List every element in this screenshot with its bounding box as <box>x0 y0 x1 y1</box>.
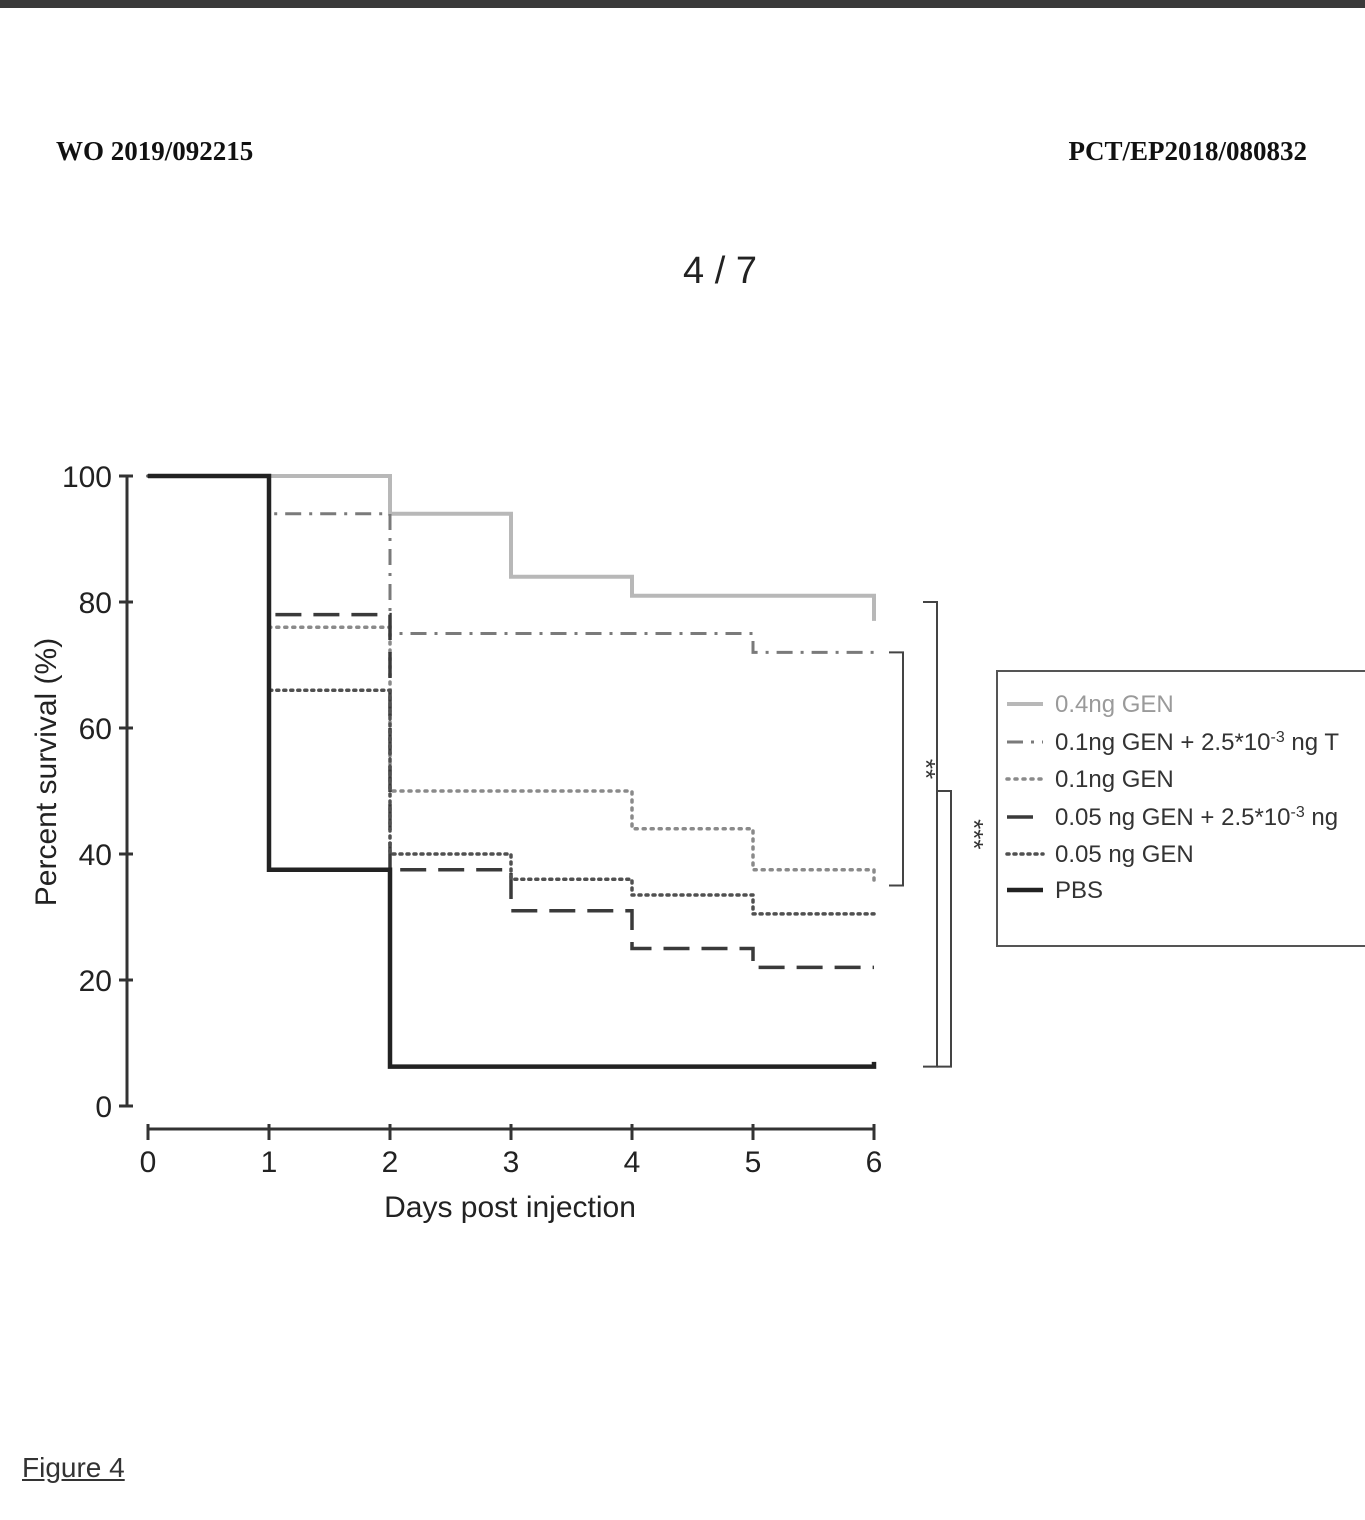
top-bar <box>0 0 1365 8</box>
legend-box <box>996 670 1365 947</box>
x-tick-label: 6 <box>866 1146 883 1179</box>
legend-entry: 0.05 ng GEN + 2.5*10-3 ng <box>1055 804 1338 832</box>
significance-bracket <box>923 601 938 1068</box>
x-tick-label: 3 <box>503 1146 520 1179</box>
legend-entry: 0.1ng GEN <box>1055 766 1174 793</box>
y-tick-label: 0 <box>95 1091 112 1124</box>
legend-entry: 0.1ng GEN + 2.5*10-3 ng T <box>1055 729 1339 757</box>
chart-legend: 0.4ng GEN 0.1ng GEN + 2.5*10-3 ng T 0.1ng … <box>996 670 1365 947</box>
series-line-6 <box>148 473 877 1069</box>
y-tick-label: 20 <box>79 965 112 998</box>
significance-label: *** <box>959 819 989 849</box>
x-tick-label: 0 <box>140 1146 157 1179</box>
significance-bracket-outer <box>937 790 952 1068</box>
figure-caption: Figure 4 <box>22 1452 125 1483</box>
x-tick-label: 5 <box>745 1146 762 1179</box>
x-tick-label: 1 <box>261 1146 278 1179</box>
publication-number: WO 2019/092215 <box>56 136 254 166</box>
x-tick-label: 2 <box>382 1146 399 1179</box>
chart-series <box>146 473 877 1069</box>
series-line-2 <box>148 474 874 654</box>
chart-annotations: ***** <box>889 601 989 1068</box>
page-number: 4 / 7 <box>683 250 757 292</box>
application-number: PCT/EP2018/080832 <box>1068 136 1307 166</box>
significance-label: ** <box>911 759 941 779</box>
legend-entry: PBS <box>1055 877 1103 904</box>
y-tick-label: 100 <box>62 461 112 494</box>
legend-entry: 0.4ng GEN <box>1055 691 1174 718</box>
x-axis-label: Days post injection <box>384 1191 636 1224</box>
chart-axes: 0 20 40 60 80 100 0 1 2 3 4 5 6 Days post injection Pe… <box>30 461 882 1224</box>
y-tick-label: 80 <box>79 587 112 620</box>
series-line-3 <box>146 474 876 888</box>
series-line-1 <box>148 474 876 621</box>
y-axis-label: Percent survival (%) <box>30 638 63 906</box>
y-tick-label: 60 <box>79 713 112 746</box>
significance-bracket <box>889 651 904 887</box>
x-tick-label: 4 <box>624 1146 641 1179</box>
legend-entry: 0.05 ng GEN <box>1055 841 1194 868</box>
y-tick-label: 40 <box>79 839 112 872</box>
